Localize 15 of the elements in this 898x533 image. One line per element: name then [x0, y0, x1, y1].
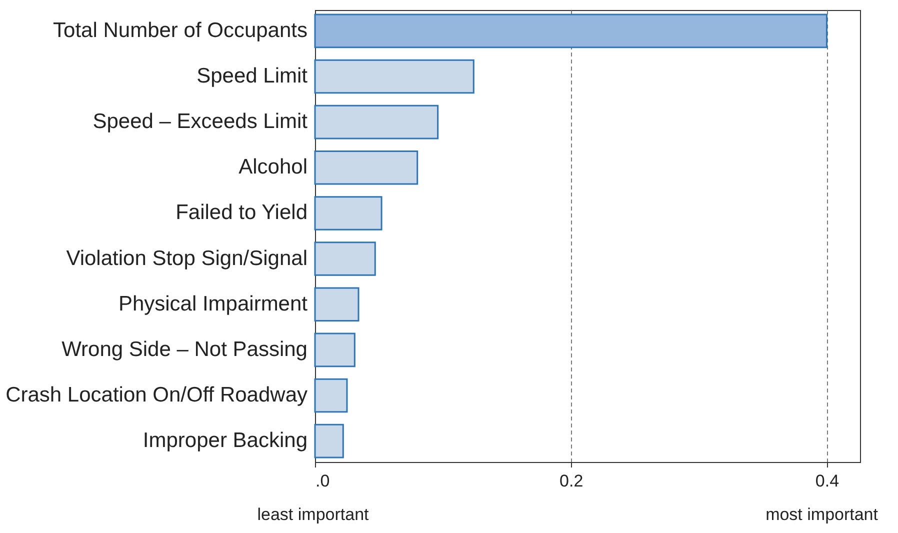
x-tick-label: 0.2: [560, 472, 584, 490]
y-tick-label: Alcohol: [238, 156, 308, 179]
text: most important: [766, 505, 878, 524]
y-tick-label: Improper Backing: [142, 429, 308, 452]
y-tick-label: Speed – Exceeds Limit: [92, 110, 308, 134]
y-tick-label: Wrong Side – Not Passing: [62, 338, 308, 361]
y-tick-label: Violation Stop Sign/Signal: [66, 246, 308, 270]
y-tick-label: Failed to Yield: [176, 201, 308, 224]
x-tick-label: 0.4: [815, 472, 840, 490]
y-tick-label: Total Number of Occupants: [53, 18, 308, 42]
y-tick-label: Physical Impairment: [118, 292, 308, 316]
y-tick-label: Crash Location On/Off Roadway: [6, 383, 308, 406]
y-tick-label: Speed Limit: [196, 64, 308, 88]
text: least important: [257, 505, 370, 524]
x-tick-label: .0: [316, 472, 330, 490]
